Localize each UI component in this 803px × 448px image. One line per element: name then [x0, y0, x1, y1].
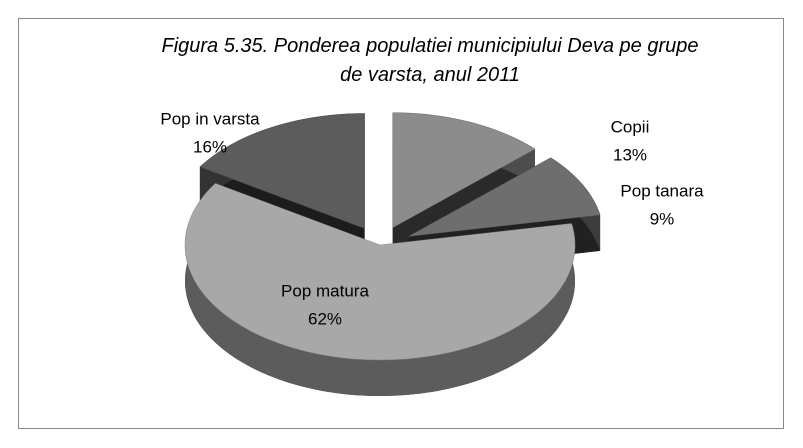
slice-label: Pop in varsta [160, 109, 260, 128]
slice-top [199, 113, 365, 229]
slice [184, 183, 576, 396]
slice-top [408, 157, 601, 237]
slice-label: Pop tanara [620, 181, 704, 200]
slice-label: Pop matura [281, 281, 369, 300]
chart-frame [18, 18, 784, 429]
slice-value-label: 9% [650, 209, 675, 228]
slice-top [392, 112, 536, 229]
slice-value-label: 13% [613, 145, 647, 164]
slice-top [184, 183, 576, 361]
chart-title: Figura 5.35. Ponderea populatiei municip… [161, 35, 699, 86]
slice-value-label: 16% [193, 137, 227, 156]
slice-label: Copii [611, 117, 650, 136]
slice-value-label: 62% [308, 309, 342, 328]
